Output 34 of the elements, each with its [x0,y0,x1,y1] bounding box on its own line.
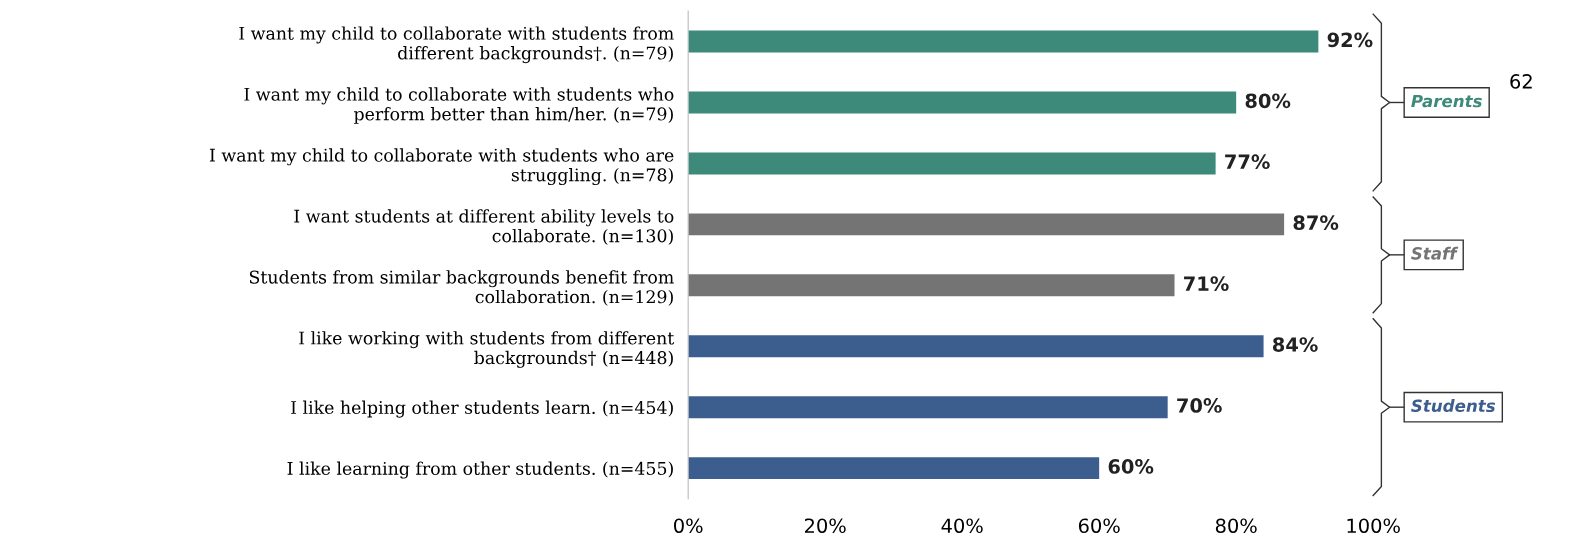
bar [688,91,1237,114]
bar [688,213,1285,236]
text: 62 [1510,74,1532,89]
data-label: 80% [1245,93,1291,109]
bar [688,335,1264,358]
y-tick-label: I like helping other students learn. (n=454) [291,400,673,418]
x-tick-label: 60% [1078,518,1120,534]
data-label: 71% [1184,276,1229,291]
x-tick-label: 40% [941,518,983,534]
bar [688,152,1216,175]
bar [688,457,1100,480]
data-label: 60% [1108,459,1154,474]
y-tick-label: I like working with students from different backgrounds† (n=448) [299,331,675,368]
x-tick-label: 20% [804,518,846,534]
bar [688,30,1319,53]
y-tick-label: Students from similar backgrounds benefit from collaboration. (n=129) [249,270,674,306]
x-tick-label: 80% [1215,518,1257,534]
data-label: 70% [1177,398,1222,413]
data-label: 87% [1293,215,1339,231]
bar [688,396,1168,419]
y-tick-label: I want my child to collaborate with students who perform better than him/her. (n=79) [244,87,674,124]
bar [688,274,1175,297]
text: Parents [1411,94,1482,108]
y-tick-label: I want my child to collaborate with students from different backgrounds†. (n=79) [239,26,674,64]
data-label: 84% [1272,337,1318,352]
y-tick-label: I like learning from other students. (n=455) [287,461,673,479]
x-tick-label: 100% [1347,518,1400,534]
text: Students [1411,399,1496,413]
y-tick-label: I want my child to collaborate with students who are struggling. (n=78) [209,148,674,186]
y-tick-label: I want students at different ability levels to collaborate. (n=130) [294,209,674,245]
text: Staff [1411,246,1459,260]
x-tick-label: 0% [674,518,703,534]
data-label: 77% [1225,154,1270,170]
data-label: 92% [1327,32,1373,48]
